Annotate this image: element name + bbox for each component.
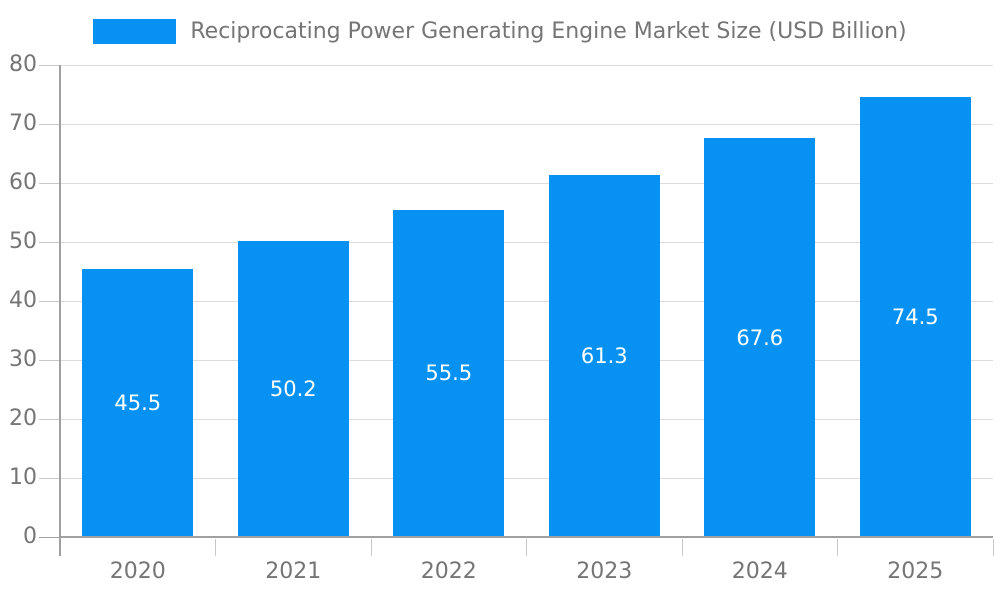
bar[interactable] [82,268,194,537]
y-axis-tick [39,418,60,420]
y-axis-label: 10 [9,465,37,490]
x-axis-label: 2022 [420,559,477,584]
y-axis-label: 60 [9,170,37,195]
gridline [60,241,993,243]
gridline [60,64,993,66]
y-axis-tick [39,182,60,184]
x-axis-label: 2023 [576,559,633,584]
bar-value-label: 55.5 [425,361,473,386]
y-axis-tick [39,64,60,66]
y-axis-tick [39,241,60,243]
x-axis-label: 2024 [731,559,788,584]
y-axis-label: 80 [9,52,37,77]
x-axis-tick [370,539,372,556]
gridline [60,477,993,479]
x-axis-label: 2021 [265,559,322,584]
x-axis-label: 2020 [109,559,166,584]
x-axis-label: 2025 [887,559,944,584]
x-axis-tick [992,539,994,556]
gridline [60,182,993,184]
gridline [60,418,993,420]
y-axis-tick [39,123,60,125]
gridline [60,123,993,125]
y-axis-line [59,65,61,556]
x-axis-tick [681,539,683,556]
y-axis-label: 0 [23,524,37,549]
x-axis-line [60,536,993,538]
y-axis-label: 50 [9,229,37,254]
y-axis-label: 40 [9,288,37,313]
y-axis-label: 20 [9,406,37,431]
bar[interactable] [393,209,505,537]
y-axis-tick [39,359,60,361]
bar-value-label: 50.2 [269,376,317,401]
bar-value-label: 67.6 [736,325,784,350]
bar[interactable] [704,138,816,537]
gridline [60,359,993,361]
y-axis-label: 70 [9,111,37,136]
y-axis-label: 30 [9,347,37,372]
x-axis-tick [837,539,838,556]
legend-swatch [93,18,177,44]
bar-value-label: 61.3 [580,344,628,369]
gridline [60,300,993,302]
y-axis-tick [39,477,60,479]
y-axis-tick [39,536,60,538]
y-axis-tick [39,300,60,302]
x-axis-tick [526,539,527,556]
bar-value-label: 45.5 [114,390,162,415]
bar-value-label: 74.5 [891,305,939,330]
legend-label: Reciprocating Power Generating Engine Ma… [190,18,907,44]
bar[interactable] [548,175,660,537]
legend: Reciprocating Power Generating Engine Ma… [0,17,1000,45]
bar[interactable] [237,240,349,537]
bar[interactable] [859,97,971,537]
x-axis-tick [215,539,216,556]
